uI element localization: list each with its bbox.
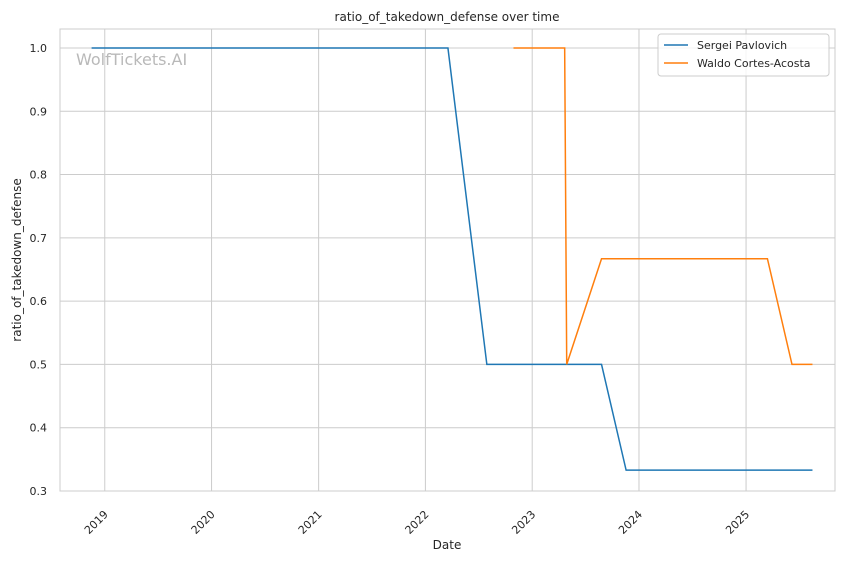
grid-lines (60, 29, 835, 492)
legend-label: Waldo Cortes-Acosta (697, 57, 811, 70)
y-tick-label: 0.5 (30, 358, 48, 371)
series-lines (91, 47, 813, 471)
x-axis-label: Date (433, 538, 462, 552)
plot-area-frame (59, 28, 836, 492)
y-tick-label: 0.7 (30, 232, 48, 245)
y-tick-label: 0.3 (30, 485, 48, 498)
y-tick-label: 0.8 (30, 169, 48, 182)
y-tick-label: 0.4 (30, 422, 48, 435)
legend-box (657, 33, 830, 77)
series-line-0 (91, 47, 813, 471)
watermark: WolfTickets.AI (76, 50, 187, 69)
chart-title: ratio_of_takedown_defense over time (335, 10, 560, 24)
series-line-1 (513, 47, 813, 366)
y-axis-label: ratio_of_takedown_defense (10, 178, 24, 341)
legend: Sergei Pavlovich Waldo Cortes-Acosta (657, 33, 830, 77)
y-tick-label: 0.6 (30, 295, 48, 308)
y-tick-label: 0.9 (30, 105, 48, 118)
y-tick-label: 1.0 (30, 42, 48, 55)
y-axis-ticks: 0.3 0.4 0.5 0.6 0.7 0.8 0.9 1.0 (30, 42, 48, 498)
legend-label: Sergei Pavlovich (697, 39, 787, 52)
